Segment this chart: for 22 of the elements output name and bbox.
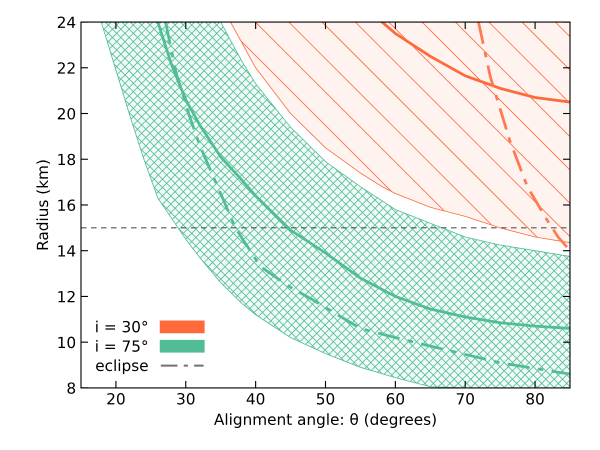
y-tick-label: 12 bbox=[58, 290, 75, 302]
x-tick-label: 20 bbox=[107, 393, 125, 405]
x-tick-label: 60 bbox=[386, 393, 404, 405]
x-tick-label: 50 bbox=[316, 393, 334, 405]
y-tick-label: 16 bbox=[58, 199, 76, 211]
line-series bbox=[380, 22, 570, 104]
y-tick-label: 14 bbox=[58, 245, 76, 257]
y-tick-label: 18 bbox=[58, 154, 76, 166]
x-tick-label: 70 bbox=[456, 393, 474, 405]
x-tick-label: 80 bbox=[526, 393, 544, 405]
legend-label: eclipse bbox=[96, 359, 148, 374]
y-axis-title: Radius (km) bbox=[36, 160, 50, 250]
x-tick-label: 40 bbox=[246, 393, 264, 405]
legend-label: i = 30° bbox=[96, 320, 148, 332]
legend-label: i = 75° bbox=[96, 340, 148, 352]
y-tick-label: 20 bbox=[58, 108, 76, 120]
y-tick-label: 24 bbox=[58, 16, 76, 28]
x-tick-label: 30 bbox=[177, 393, 194, 405]
y-tick-label: 8 bbox=[67, 382, 76, 394]
y-tick-label: 22 bbox=[58, 62, 75, 74]
x-axis-title: Alignment angle: θ (degrees) bbox=[214, 413, 436, 428]
y-tick-label: 10 bbox=[58, 336, 76, 348]
